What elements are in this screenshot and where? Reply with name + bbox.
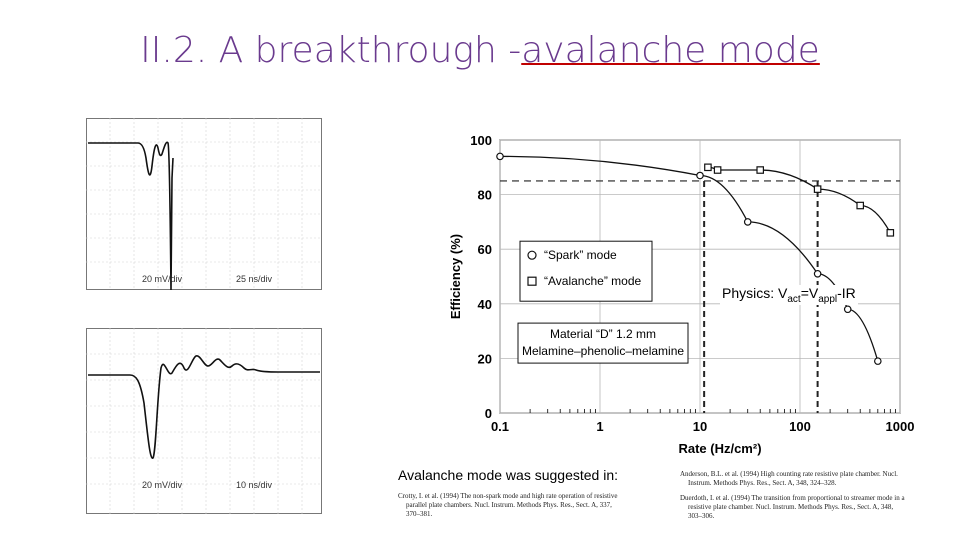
avalanche-point [813, 185, 822, 193]
physics-formula: Physics: Vact=Vappl-IR [720, 285, 858, 305]
title-prefix: II.2. A breakthrough - [140, 30, 522, 71]
physics-mid: =V [800, 285, 819, 301]
scope-spark-plot [86, 118, 322, 290]
x-axis-label: Rate (Hz/cm²) [678, 441, 761, 456]
scope-avalanche-plot [86, 328, 322, 514]
scope-avalanche-volts: 20 mV/div [142, 480, 183, 490]
x-tick-label: 1000 [886, 419, 915, 434]
reference-crotty-line3: 370–381. [406, 510, 433, 518]
y-tick-label: 100 [470, 133, 492, 148]
x-tick-label: 100 [789, 419, 811, 434]
title-highlight: avalanche mode [521, 30, 820, 71]
spark-point [743, 218, 752, 226]
avalanche-point [713, 166, 722, 174]
material-annotation-line2: Melamine–phenolic–melamine [522, 344, 684, 358]
spark-point [496, 152, 504, 161]
legend-label-spark: “Spark” mode [544, 248, 617, 262]
spark-point [813, 269, 822, 278]
reference-duerdoth: Duerdoth, I. et al. (1994) The transitio… [680, 494, 950, 521]
physics-label: Physics: V [722, 285, 788, 301]
y-axis-label: Efficiency (%) [448, 234, 463, 319]
reference-duerdoth-line1: Duerdoth, I. et al. (1994) The transitio… [680, 494, 905, 502]
y-tick-label: 20 [478, 351, 492, 366]
avalanche-point [886, 229, 895, 237]
legend-box [519, 240, 653, 302]
legend-marker-spark [527, 250, 537, 260]
scope-avalanche-time: 10 ns/div [236, 480, 273, 490]
avalanche-point [756, 166, 765, 174]
spark-trace [88, 141, 174, 290]
spark-point [874, 357, 882, 365]
reference-duerdoth-line2: resistive plate chamber. Nucl. Instrum. … [688, 503, 894, 511]
avalanche-point [704, 163, 712, 172]
reference-crotty: Crotty, I. et al. (1994) The non-spark m… [398, 492, 668, 519]
y-tick-label: 60 [478, 242, 492, 257]
x-tick-label: 1 [596, 419, 603, 434]
reference-crotty-line1: Crotty, I. et al. (1994) The non-spark m… [398, 492, 618, 500]
reference-anderson-line2: Instrum. Methods Phys. Res., Sect. A, 34… [688, 479, 837, 487]
efficiency-chart-svg: 0.1 1 10 100 1000 0 20 40 60 80 100 Rate (Hz/cm²) Ef… [440, 125, 920, 470]
oscilloscope-avalanche: 20 mV/div 10 ns/div [86, 328, 322, 514]
reference-duerdoth-line3: 303–306. [688, 512, 715, 520]
scope-spark-volts: 20 mV/div [142, 274, 183, 284]
legend-label-avalanche: “Avalanche” mode [544, 274, 641, 288]
avalanche-trace [88, 355, 320, 459]
reference-crotty-line2: parallel plate chambers. Nucl. Instrum. … [406, 501, 612, 509]
material-annotation-line1: Material “D” 1.2 mm [550, 327, 656, 341]
reference-anderson-line1: Anderson, B.L. et al. (1994) High counti… [680, 470, 898, 478]
physics-end: -IR [837, 285, 856, 301]
efficiency-chart: 0.1 1 10 100 1000 0 20 40 60 80 100 Rate (Hz/cm²) Ef… [440, 125, 920, 470]
x-tick-label: 10 [693, 419, 707, 434]
y-tick-label: 80 [478, 188, 492, 203]
y-tick-label: 0 [485, 406, 492, 421]
x-tick-label: 0.1 [491, 419, 509, 434]
slide-title: II.2. A breakthrough -avalanche mode [0, 30, 960, 71]
material-annotation-box [517, 322, 689, 364]
physics-sub-act: act [787, 293, 801, 305]
spark-point [843, 305, 852, 314]
scope-spark-time: 25 ns/div [236, 274, 273, 284]
reference-anderson: Anderson, B.L. et al. (1994) High counti… [680, 470, 950, 488]
oscilloscope-spark: 20 mV/div 25 ns/div [86, 118, 322, 290]
spark-point [696, 171, 704, 180]
suggested-in-text: Avalanche mode was suggested in: [398, 467, 618, 483]
physics-sub-appl: appl [818, 293, 838, 305]
legend-marker-avalanche [527, 276, 537, 286]
y-tick-label: 40 [478, 297, 492, 312]
avalanche-point [856, 201, 865, 210]
